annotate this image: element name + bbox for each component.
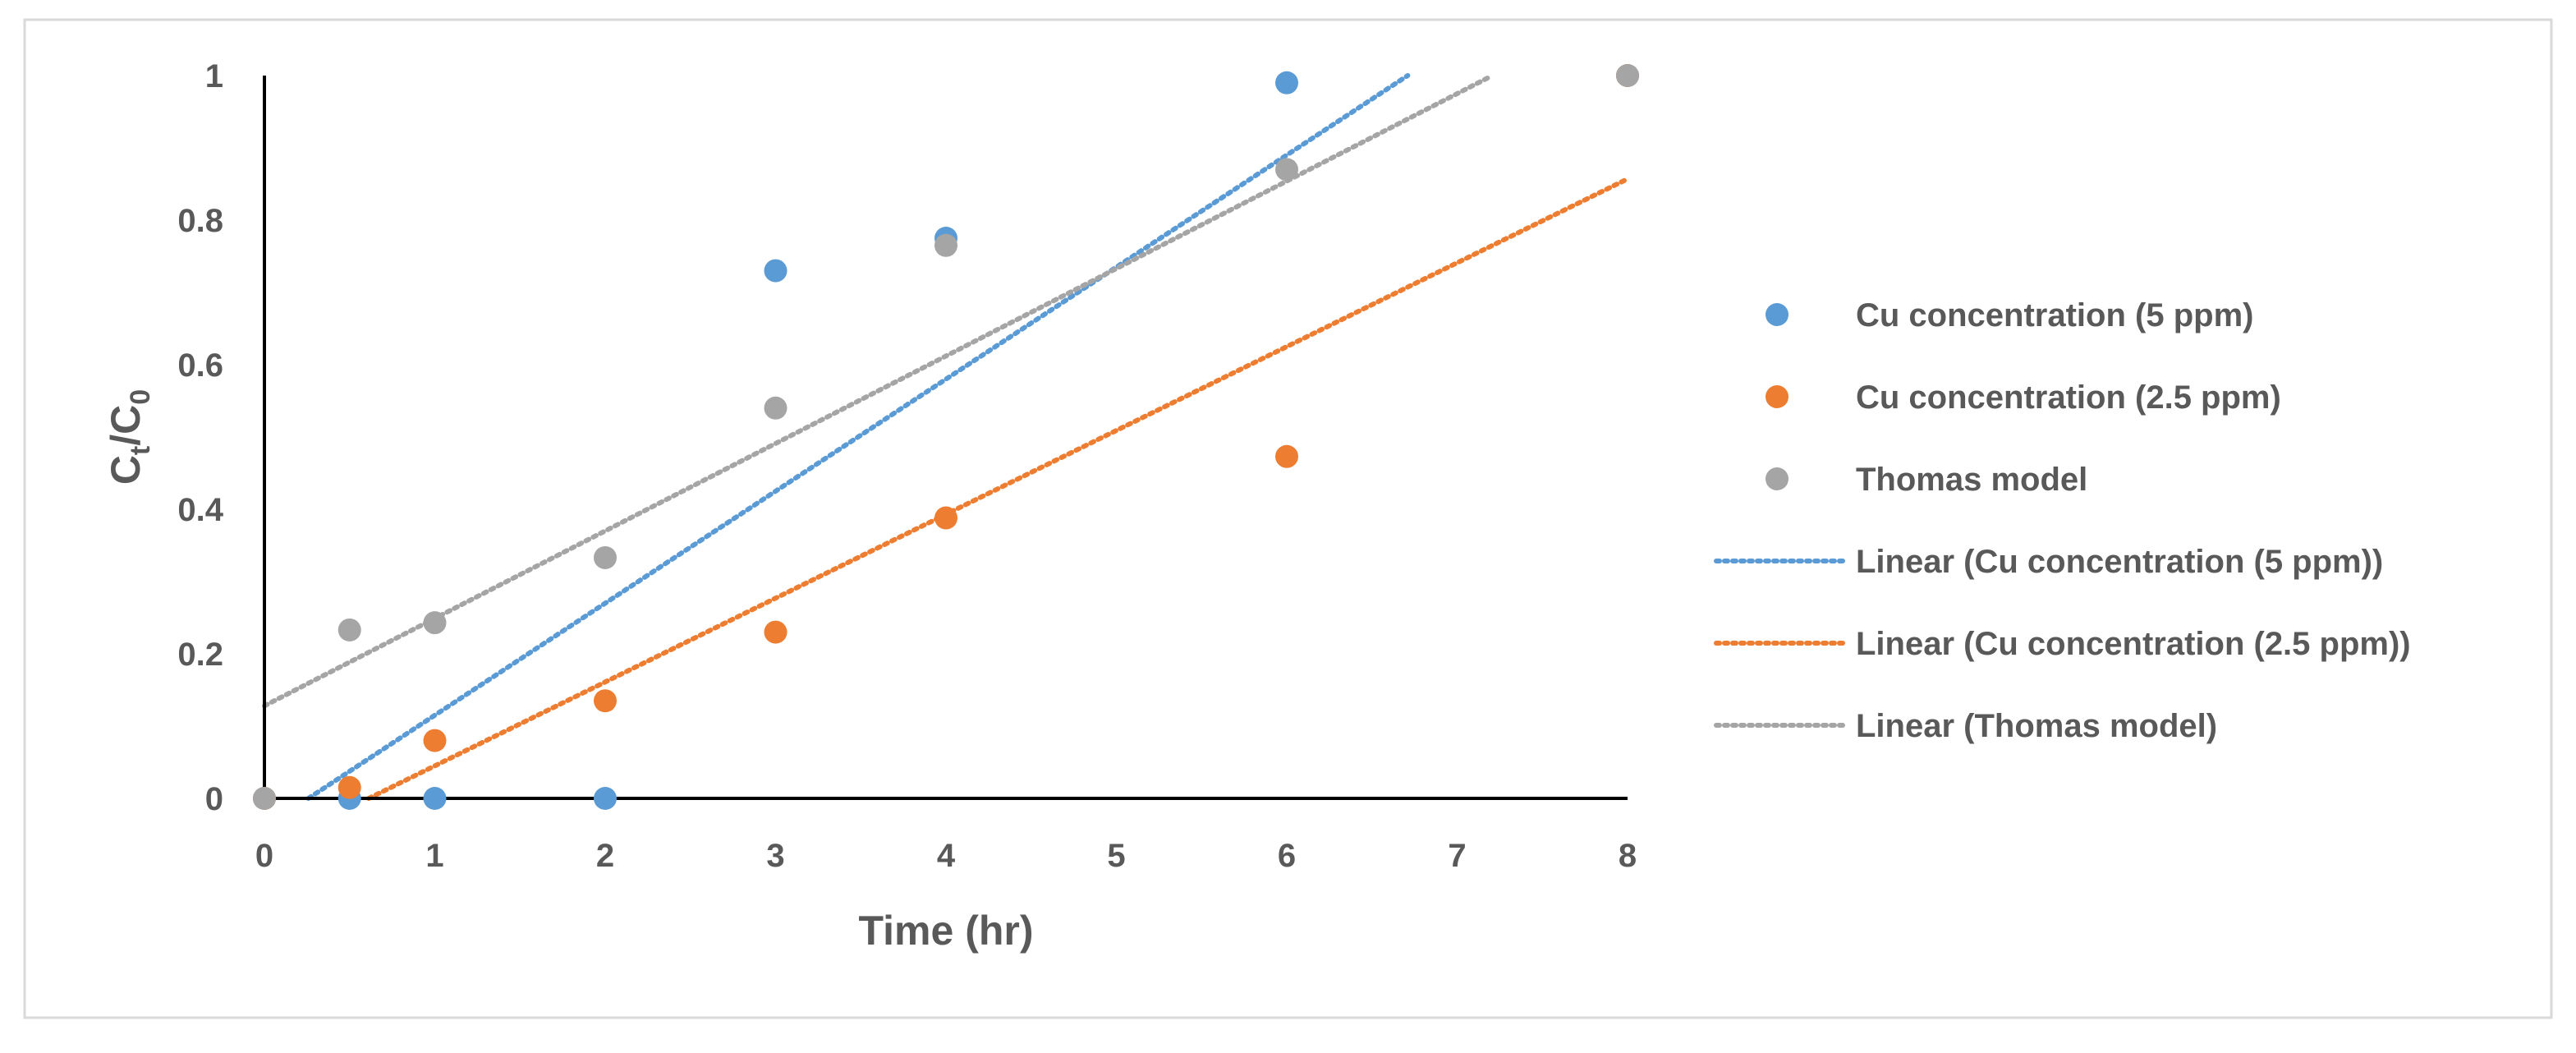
y-tick-label: 0.4: [177, 492, 223, 528]
point-thomas-model: [934, 233, 957, 257]
point-cu-concentration-5-ppm: [423, 787, 447, 810]
x-tick-label: 6: [1278, 838, 1296, 874]
y-axis-title: Ct/C0: [103, 389, 156, 485]
point-thomas-model: [1616, 64, 1639, 87]
legend-label: Cu concentration (2.5 ppm): [1856, 379, 2281, 416]
trendline-linear-cu-concentration-2-5-ppm: [365, 176, 1630, 802]
x-tick-label: 8: [1619, 838, 1637, 874]
chart-border: [23, 18, 2553, 1019]
y-axis-title-sub-0: 0: [125, 389, 156, 405]
trendline-linear-cu-concentration-5-ppm: [305, 72, 1411, 802]
axes: [263, 76, 1628, 800]
point-cu-concentration-2-5-ppm: [337, 775, 361, 799]
point-cu-concentration-2-5-ppm: [423, 729, 447, 752]
x-axis-title: Time (hr): [859, 908, 1034, 954]
point-thomas-model: [337, 618, 361, 641]
y-tick-label: 0.6: [177, 347, 223, 384]
point-cu-concentration-2-5-ppm: [934, 506, 957, 530]
x-tick-label: 4: [937, 838, 956, 874]
point-cu-concentration-2-5-ppm: [764, 620, 787, 644]
legend-label: Cu concentration (5 ppm): [1856, 297, 2253, 333]
x-tick-label: 3: [766, 838, 784, 874]
point-thomas-model: [594, 545, 617, 569]
x-tick-label: 2: [596, 838, 614, 874]
x-tick-label: 5: [1107, 838, 1125, 874]
legend-label: Thomas model: [1856, 462, 2087, 498]
trendline-linear-thomas-model: [262, 73, 1494, 709]
legend-marker-cu-concentration-2-5-ppm: [1766, 385, 1789, 408]
y-tick-labels: 0 0.2 0.4 0.6 0.8 1: [177, 58, 223, 817]
legend: Cu concentration (5 ppm) Cu concentration…: [1714, 297, 2411, 744]
legend-label: Linear (Thomas model): [1856, 708, 2217, 744]
legend-marker-cu-concentration-5-ppm: [1766, 303, 1789, 326]
point-cu-concentration-2-5-ppm: [1275, 444, 1298, 468]
y-tick-label: 0: [205, 781, 223, 817]
point-thomas-model: [423, 611, 447, 635]
y-tick-label: 1: [205, 58, 223, 94]
point-cu-concentration-5-ppm: [764, 259, 787, 283]
x-tick-label: 7: [1448, 838, 1466, 874]
point-cu-concentration-5-ppm: [1275, 71, 1298, 94]
legend-label: Linear (Cu concentration (2.5 ppm)): [1856, 626, 2411, 662]
y-axis-title-sub-t: t: [125, 446, 156, 455]
point-cu-concentration-2-5-ppm: [594, 689, 617, 713]
y-axis-title-slash: /C: [103, 405, 149, 446]
point-thomas-model: [1275, 158, 1298, 182]
legend-label: Linear (Cu concentration (5 ppm)): [1856, 544, 2383, 580]
x-tick-label: 1: [425, 838, 443, 874]
point-thomas-model: [764, 396, 787, 420]
point-cu-concentration-5-ppm: [594, 787, 617, 810]
y-axis-title-main: C: [103, 455, 149, 485]
x-tick-labels: 0 1 2 3 4 5 6 7 8: [255, 838, 1637, 874]
y-tick-label: 0.2: [177, 637, 223, 673]
y-tick-label: 0.8: [177, 203, 223, 239]
legend-marker-thomas-model: [1766, 467, 1789, 490]
x-tick-label: 0: [255, 838, 273, 874]
point-thomas-model: [253, 787, 276, 810]
data-points: [253, 64, 1639, 810]
trendlines: [262, 72, 1630, 802]
